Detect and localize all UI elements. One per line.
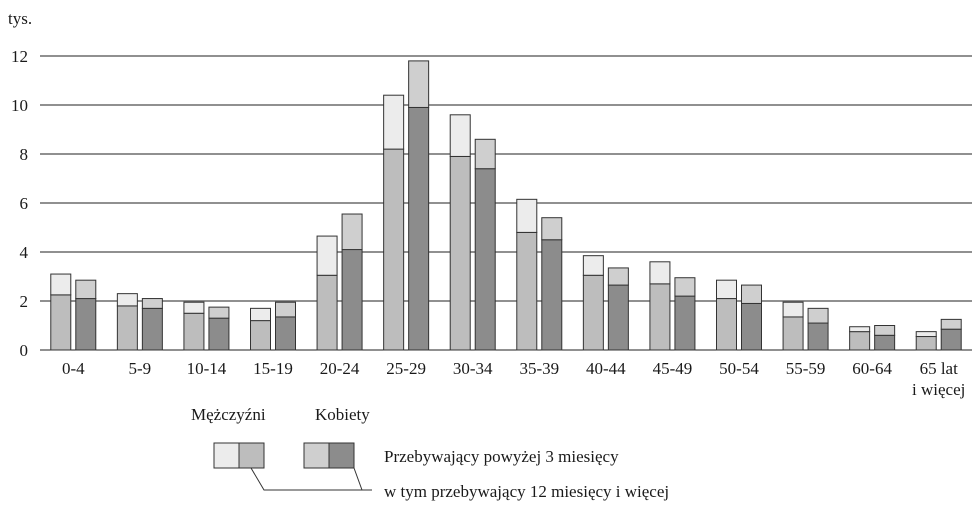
bar-men-over-3m [116,293,138,307]
bar-women-12m [807,322,829,351]
x-tick-label: i więcej [912,380,965,399]
y-tick-label: 2 [20,292,29,311]
x-tick-layer: 0-4 5-9 10-14 15-19 20-24 25-29 30-34 35-39 40-4… [62,359,965,399]
x-tick-label: 65 lat [920,359,959,378]
bar-women-over-3m [141,298,163,309]
legend-connector-line [250,467,363,491]
bar-men-12m [116,305,138,351]
bar-men-12m [516,231,538,351]
x-tick-label: 40-44 [586,359,626,378]
bar-men-over-3m [582,255,604,276]
y-tick-label: 6 [20,194,29,213]
bar-men-over-3m [649,261,671,285]
legend-header-women: Kobiety [315,405,370,424]
x-tick-label: 35-39 [519,359,559,378]
bar-men-12m [582,274,604,351]
bar-men-over-3m [782,301,804,318]
bar-men-12m [782,316,804,351]
bar-women-over-3m [275,301,296,318]
x-tick-label: 45-49 [653,359,693,378]
y-unit-label: tys. [8,9,32,28]
bar-women-12m [208,317,230,351]
legend-header-men: Mężczyźni [191,405,266,424]
legend-swatch-women-12m [328,442,355,469]
bar-men-over-3m [716,279,737,300]
bar-men-12m [649,283,671,351]
y-tick-label: 10 [11,96,28,115]
y-tick-label: 0 [20,341,29,360]
bar-women-over-3m [674,277,696,297]
legend-swatch-women-total [303,442,330,469]
legend-label-12m: w tym przebywający 12 miesięcy i więcej [384,482,669,501]
bar-women-over-3m [874,325,896,336]
bar-women-12m [341,249,363,351]
bar-women-12m [607,284,629,351]
bar-women-over-3m [741,284,762,304]
bar-men-over-3m [383,94,405,150]
bar-men-12m [183,312,205,351]
x-tick-label: 25-29 [386,359,426,378]
x-tick-label: 50-54 [719,359,759,378]
bar-men-over-3m [449,114,471,157]
bar-women-over-3m [408,60,430,108]
x-tick-label: 5-9 [129,359,152,378]
bar-men-over-3m [50,273,72,296]
x-tick-label: 0-4 [62,359,85,378]
bar-women-over-3m [474,138,496,170]
legend-label-total: Przebywający powyżej 3 miesięcy [384,447,619,466]
bar-men-over-3m [516,198,538,233]
bar-women-12m [75,298,97,351]
legend: Mężczyźni Kobiety Przebywający powyżej 3… [191,405,669,501]
bar-men-12m [383,148,405,351]
bar-women-over-3m [940,318,962,330]
bar-layer [50,60,962,351]
bar-women-12m [474,168,496,351]
y-tick-label: 4 [20,243,29,262]
x-tick-label: 10-14 [187,359,227,378]
x-tick-label: 20-24 [320,359,360,378]
bar-women-over-3m [807,307,829,324]
bar-men-12m [915,336,937,351]
bar-men-over-3m [183,301,205,314]
bar-men-12m [250,320,271,351]
y-tick-label: 8 [20,145,29,164]
x-tick-label: 60-64 [852,359,892,378]
y-tick-label: 12 [11,47,28,66]
bar-men-over-3m [316,235,338,276]
bar-women-over-3m [75,279,97,300]
bar-women-12m [275,316,296,351]
bar-men-12m [716,298,737,351]
bar-women-over-3m [541,217,563,241]
bar-women-12m [674,295,696,351]
bar-women-12m [541,239,563,351]
bar-men-12m [316,274,338,351]
bar-women-12m [408,106,430,351]
bar-women-over-3m [208,306,230,319]
bar-women-over-3m [341,213,363,251]
grid-layer: 0 2 4 6 8 10 12 [11,47,972,360]
bar-men-12m [849,331,871,351]
bar-men-over-3m [250,307,271,322]
x-tick-label: 55-59 [786,359,826,378]
bar-men-12m [50,294,72,351]
legend-swatch-men-total [213,442,240,469]
bar-women-12m [940,328,962,351]
bar-women-12m [141,307,163,351]
bar-men-over-3m [915,331,937,338]
bar-men-over-3m [849,326,871,333]
bar-men-12m [449,155,471,351]
bar-women-over-3m [607,267,629,286]
legend-swatch-men-12m [238,442,265,469]
x-tick-label: 30-34 [453,359,493,378]
bar-women-12m [741,302,762,351]
bar-women-12m [874,334,896,351]
x-tick-label: 15-19 [253,359,293,378]
